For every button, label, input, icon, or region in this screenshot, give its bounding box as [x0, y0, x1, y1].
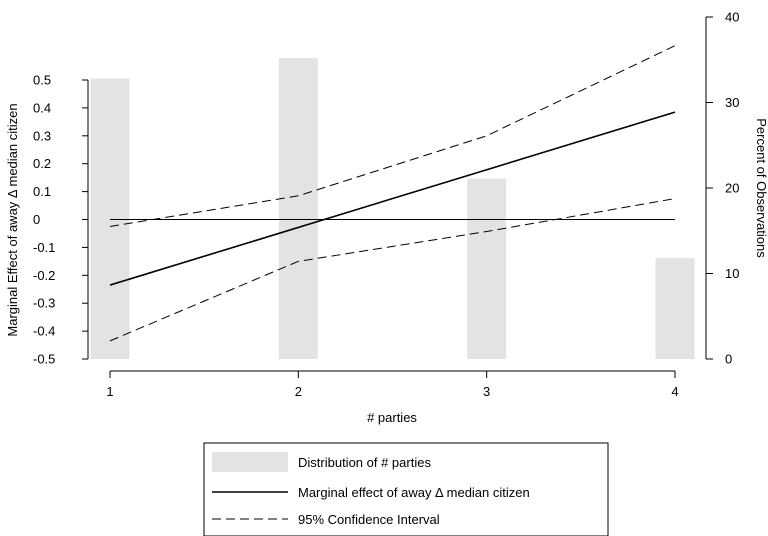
confidence-interval-line	[109, 198, 676, 342]
bottom-tick-label: 1	[106, 384, 113, 399]
marginal-effect-line	[109, 111, 676, 286]
right-tick-label: 40	[725, 10, 739, 25]
distribution-bar	[655, 258, 695, 359]
right-tick-label: 0	[725, 352, 732, 367]
distribution-bar	[90, 78, 130, 359]
legend-label-bars: Distribution of # parties	[298, 455, 431, 470]
x-axis-title: # parties	[367, 410, 417, 425]
left-tick-label: 0.2	[33, 156, 51, 171]
legend-label-effect: Marginal effect of away Δ median citizen	[298, 485, 530, 500]
bars-layer	[90, 58, 695, 359]
left-tick-label: 0	[33, 212, 40, 227]
legend-label-ci: 95% Confidence Interval	[298, 512, 440, 527]
legend-swatch-bars	[212, 452, 288, 472]
left-axis-title: Marginal Effect of away Δ median citizen	[5, 103, 20, 336]
left-tick-label: -0.2	[33, 268, 55, 283]
left-tick-label: -0.1	[33, 240, 55, 255]
left-tick-label: -0.3	[33, 296, 55, 311]
right-axis-ticks: 0 10 20 30 40	[706, 10, 739, 367]
left-axis: 0.5 0.4 0.3 0.2 0.1 0 -0.1 -0.2 -0.3 -0.4 -0.5	[33, 73, 89, 367]
left-tick-label: -0.5	[33, 352, 55, 367]
left-tick-label: -0.4	[33, 324, 55, 339]
left-tick-label: 0.4	[33, 100, 51, 115]
legend: Distribution of # parties Marginal effec…	[203, 442, 609, 536]
right-tick-label: 20	[725, 181, 739, 196]
bottom-axis: 1 2 3 4	[106, 370, 679, 399]
confidence-interval-line	[109, 45, 676, 227]
bottom-tick-label: 4	[671, 384, 678, 399]
bottom-tick-label: 3	[483, 384, 490, 399]
left-tick-label: 0.5	[33, 73, 51, 88]
right-tick-label: 10	[725, 266, 739, 281]
lines-layer	[109, 45, 676, 342]
distribution-bar	[467, 178, 507, 359]
left-axis-ticks: 0.5 0.4 0.3 0.2 0.1 0 -0.1 -0.2 -0.3 -0.4 -0.5	[33, 73, 88, 367]
bottom-tick-label: 2	[295, 384, 302, 399]
bottom-axis-ticks: 1 2 3 4	[106, 371, 679, 399]
left-tick-label: 0.1	[33, 184, 51, 199]
distribution-bar	[278, 58, 318, 359]
right-tick-label: 30	[725, 95, 739, 110]
right-axis-title: Percent of Observations	[754, 118, 768, 258]
right-axis: 0 10 20 30 40	[705, 10, 739, 367]
left-tick-label: 0.3	[33, 128, 51, 143]
